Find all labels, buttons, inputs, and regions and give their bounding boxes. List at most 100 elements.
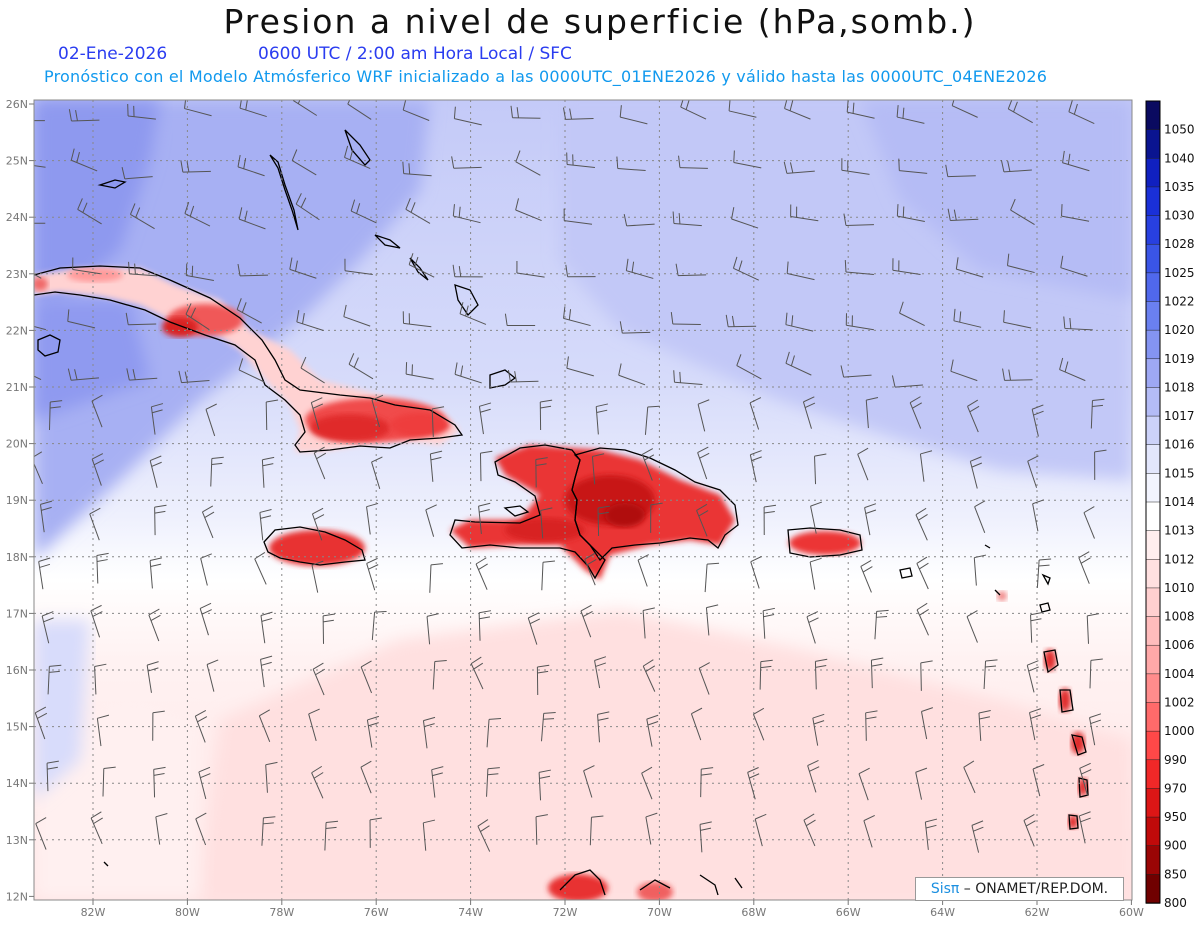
wind-barb (673, 370, 703, 385)
wind-barb (916, 602, 929, 636)
colorbar-label: 850 (1164, 867, 1187, 881)
wind-barb (1026, 660, 1039, 693)
wind-barb (300, 356, 325, 384)
lat-label: 16N (6, 664, 28, 677)
wind-barb (67, 368, 100, 381)
wind-barb (623, 214, 655, 227)
colorbar-label: 1040 (1164, 151, 1195, 165)
colorbar-label: 990 (1164, 753, 1187, 767)
wind-barb (149, 455, 162, 488)
colorbar-label: 1002 (1164, 696, 1195, 710)
wind-barb (1094, 449, 1107, 480)
wind-barb (154, 504, 167, 536)
wind-barb (584, 552, 597, 586)
wind-barb (589, 815, 604, 846)
wind-barb (857, 447, 869, 481)
wind-barb (486, 767, 500, 797)
wind-barb (515, 150, 541, 176)
wind-barb (916, 556, 929, 590)
wind-barb (974, 500, 986, 533)
wind-barb (402, 311, 432, 328)
wind-barb (429, 450, 443, 482)
lat-label: 17N (6, 607, 28, 620)
colorbar-swatch (1145, 215, 1161, 245)
wind-barb (814, 453, 827, 485)
wind-barb (452, 204, 481, 224)
wind-barb (200, 553, 212, 586)
wind-barb (454, 362, 482, 384)
wind-barb (1032, 764, 1045, 797)
colorbar-label: 1008 (1164, 610, 1195, 624)
wind-barb (261, 456, 275, 488)
wind-barb (983, 659, 998, 689)
wind-barb (1086, 613, 1100, 644)
wind-barb (920, 660, 933, 691)
wind-barb (642, 607, 655, 639)
wind-barb (1063, 316, 1093, 331)
wind-barb (178, 370, 210, 384)
colorbar-label: 1000 (1164, 724, 1195, 738)
wind-barb (90, 604, 103, 638)
wind-barb (953, 308, 982, 328)
wind-barb (806, 611, 819, 644)
wind-barb (311, 507, 325, 541)
wind-barb (291, 149, 317, 176)
wind-barb (535, 814, 548, 845)
colorbar-swatch (1145, 559, 1161, 589)
wind-barb (1059, 357, 1086, 382)
colorbar-swatch (1145, 100, 1161, 131)
colorbar-label: 1010 (1164, 581, 1195, 595)
coastlines (34, 129, 1089, 896)
wind-barb (184, 201, 211, 227)
colorbar-label: 1014 (1164, 495, 1195, 509)
forecast-date: 02-Ene-2026 (58, 44, 168, 64)
wind-barb (947, 208, 979, 222)
wind-barb (146, 661, 159, 693)
wind-barb (39, 500, 53, 533)
wind-barb (891, 375, 923, 388)
wind-barb (195, 812, 207, 846)
wind-barb (951, 100, 978, 118)
wind-barb (422, 716, 436, 749)
lat-label: 19N (6, 494, 28, 507)
colorbar-label: 1035 (1164, 180, 1195, 194)
wind-barb (840, 365, 872, 378)
wind-barb (733, 150, 762, 169)
wind-barb (909, 396, 922, 429)
colorbar-swatch (1145, 644, 1161, 675)
wind-barb (566, 356, 594, 377)
wind-barb (70, 148, 98, 172)
colorbar-swatch (1145, 243, 1161, 274)
wind-barb (408, 253, 435, 278)
wind-barb (259, 509, 272, 541)
lon-label: 68W (741, 906, 766, 919)
wind-barb (785, 351, 812, 376)
wind-barb (749, 450, 762, 483)
wind-barb (311, 560, 324, 593)
wind-barb (347, 100, 372, 120)
wind-barb (580, 604, 593, 638)
wind-barb (858, 767, 870, 801)
wind-barb (350, 199, 377, 224)
wind-barb (34, 120, 45, 122)
wind-barb (260, 655, 273, 688)
wind-barb (258, 709, 271, 743)
wind-barb (690, 707, 703, 741)
wind-barb (369, 817, 382, 848)
wind-barb (194, 709, 208, 743)
colorbar-swatch (1145, 272, 1161, 303)
wind-barb (360, 660, 373, 694)
wind-barb (566, 152, 595, 169)
lon-label: 80W (175, 906, 200, 919)
lon-label: 66W (836, 906, 861, 919)
lat-label: 13N (6, 834, 28, 847)
wind-barb (77, 198, 102, 225)
wind-barb (486, 717, 502, 748)
wind-barb (91, 453, 104, 486)
lat-lon-grid (34, 100, 1132, 900)
wind-barb (96, 552, 109, 584)
wind-barb (1083, 506, 1095, 539)
wind-barb (89, 507, 101, 541)
wind-barb (185, 263, 214, 281)
wind-barb (844, 260, 874, 275)
